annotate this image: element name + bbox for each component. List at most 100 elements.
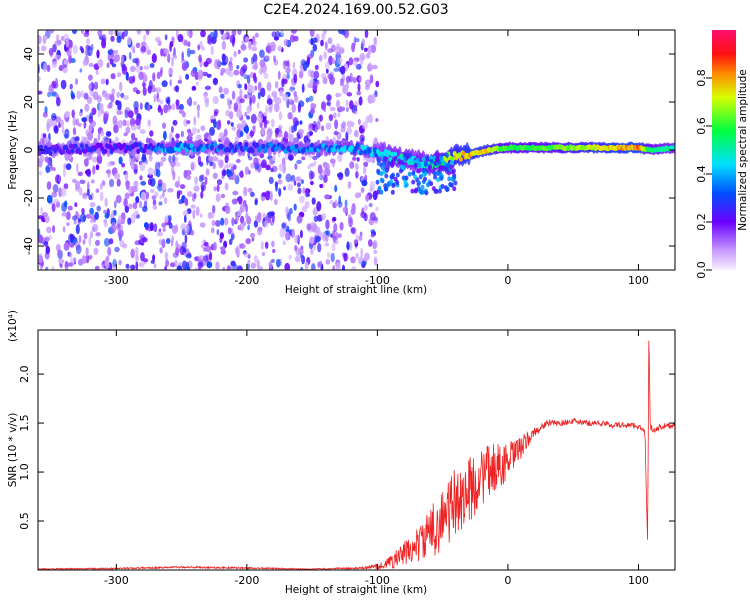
band-scatter [446, 162, 451, 168]
noise-speckle [116, 72, 122, 78]
noise-speckle [274, 181, 279, 188]
noise-speckle [69, 83, 73, 90]
band-scatter [450, 160, 454, 165]
noise-speckle [246, 115, 251, 120]
noise-speckle [271, 31, 277, 38]
band-core [61, 149, 66, 155]
noise-speckle [298, 100, 305, 108]
noise-speckle [362, 121, 368, 130]
noise-speckle [240, 44, 247, 51]
noise-speckle [107, 104, 113, 109]
noise-speckle [61, 126, 65, 134]
noise-speckle [236, 65, 240, 70]
noise-speckle [99, 191, 104, 202]
noise-speckle [193, 101, 197, 106]
noise-speckle [301, 205, 308, 213]
noise-speckle [207, 34, 212, 44]
noise-speckle [288, 133, 294, 142]
band-core [358, 150, 363, 156]
noise-speckle [352, 59, 358, 67]
noise-speckle [310, 221, 315, 227]
noise-speckle [183, 215, 187, 223]
noise-speckle [88, 124, 93, 133]
noise-speckle [334, 119, 339, 130]
noise-speckle [323, 30, 327, 35]
noise-speckle [163, 130, 167, 141]
noise-speckle [45, 165, 51, 174]
noise-speckle [138, 261, 145, 268]
noise-speckle [327, 37, 333, 45]
noise-speckle [115, 194, 122, 204]
band-scatter [413, 174, 418, 180]
noise-speckle [54, 40, 58, 45]
noise-speckle [135, 253, 139, 263]
band-scatter [391, 172, 395, 178]
noise-speckle [313, 215, 319, 223]
band-core [142, 147, 147, 153]
band-scatter [397, 158, 402, 164]
band-scatter [444, 186, 449, 192]
noise-speckle [346, 120, 353, 128]
band-scatter [448, 182, 453, 187]
noise-speckle [80, 48, 85, 54]
band-core [70, 148, 75, 154]
noise-speckle [328, 114, 334, 122]
band-scatter [420, 184, 425, 190]
noise-speckle [208, 251, 213, 261]
noise-speckle [165, 96, 171, 104]
noise-speckle [105, 261, 110, 269]
band-core [363, 149, 368, 155]
colorbar-ticks: 0.0 0.2 0.4 0.6 0.8 [695, 69, 712, 279]
noise-speckle [275, 133, 278, 139]
noise-speckle [96, 95, 102, 103]
noise-speckle [205, 168, 210, 176]
noise-speckle [72, 116, 77, 127]
noise-speckle [206, 261, 213, 269]
noise-speckle [158, 201, 163, 206]
noise-speckle [95, 239, 100, 246]
noise-speckle [67, 205, 73, 211]
noise-speckle [355, 171, 359, 179]
noise-speckle [49, 235, 53, 240]
noise-speckle [135, 246, 139, 256]
noise-speckle [348, 57, 354, 66]
noise-speckle [361, 261, 367, 266]
noise-speckle [190, 162, 195, 171]
noise-speckle [314, 235, 321, 243]
noise-speckle [149, 222, 154, 232]
noise-speckle [218, 119, 221, 127]
noise-speckle [96, 154, 103, 165]
noise-speckle [351, 227, 357, 235]
noise-speckle [285, 67, 291, 74]
band-scatter [433, 174, 438, 180]
band-scatter [447, 176, 452, 182]
noise-speckle [48, 84, 54, 95]
noise-speckle [268, 176, 274, 185]
noise-speckle [342, 252, 346, 258]
noise-speckle [212, 77, 218, 85]
noise-speckle [38, 75, 41, 83]
noise-speckle [277, 179, 283, 185]
band-scatter [444, 152, 449, 158]
noise-speckle [180, 130, 184, 138]
noise-speckle [335, 45, 342, 56]
band-scatter [421, 156, 426, 162]
band-core [108, 144, 113, 150]
noise-speckle [143, 65, 150, 70]
noise-speckle [94, 211, 99, 220]
noise-speckle [77, 171, 84, 177]
noise-speckle [292, 117, 299, 127]
noise-speckle [95, 232, 101, 237]
noise-speckle [228, 100, 233, 106]
noise-speckle [108, 238, 114, 245]
noise-speckle [93, 247, 99, 255]
y-tick-label: -20 [22, 189, 35, 207]
noise-speckle [56, 96, 61, 107]
noise-speckle [247, 187, 253, 193]
noise-speckle [151, 195, 157, 200]
noise-speckle [310, 171, 315, 180]
band-scatter [413, 188, 418, 194]
noise-speckle [55, 77, 58, 87]
noise-speckle [278, 187, 282, 197]
noise-speckle [145, 191, 150, 200]
